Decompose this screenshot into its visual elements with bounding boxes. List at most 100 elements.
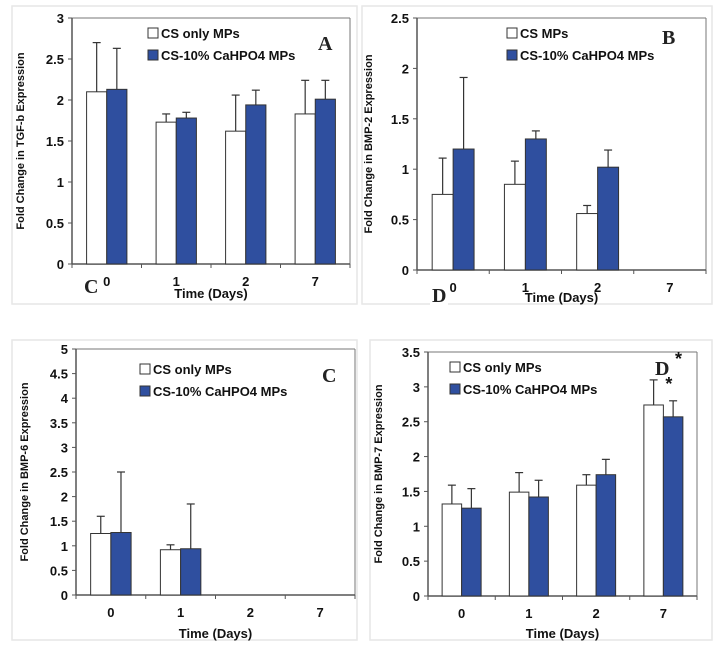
panel-label: A [318, 33, 333, 55]
legend-label: CS only MPs [463, 360, 542, 375]
annotation-backdrop [430, 285, 448, 305]
y-tick-label: 1.5 [402, 484, 420, 499]
bar-cs-cahpo4-day-1 [524, 138, 547, 271]
y-tick-label: 3 [413, 380, 420, 395]
y-tick-label: 1 [402, 162, 409, 177]
panel-frame [369, 339, 713, 641]
x-axis-label: Time (Days) [174, 286, 247, 301]
x-tick-label: 1 [525, 606, 532, 621]
y-tick-label: 0.5 [391, 213, 409, 228]
annotation-letter: C [84, 276, 98, 298]
y-tick-label: 3.5 [402, 345, 420, 360]
y-tick-label: 2.5 [402, 415, 420, 430]
bar-cs-cahpo4-day-2 [595, 474, 617, 597]
x-tick-label: 1 [522, 280, 529, 295]
x-tick-label: 1 [173, 274, 180, 289]
y-tick-label: 1.5 [391, 112, 409, 127]
y-axis-label: Fold Change in BMP-7 Expression [373, 384, 385, 563]
y-tick-label: 0 [61, 588, 68, 603]
y-tick-label: 1.5 [46, 134, 64, 149]
bar-cs-cahpo4-day-2 [597, 166, 620, 271]
panel-label: D [655, 358, 669, 380]
y-tick-label: 1 [57, 175, 64, 190]
legend-label: CS-10% CaHPO4 MPs [520, 48, 654, 63]
chart-panel-C: 0 0.5 1 1.5 2 2.5 3 3.5 4 4.5 5 0 1 2 7 Fold Change in … [11, 339, 358, 641]
legend-label: CS-10% CaHPO4 MPs [153, 384, 287, 399]
bar-cs-cahpo4-day-7 [662, 416, 684, 597]
y-tick-label: 2 [57, 93, 64, 108]
bar-cs-cahpo4-day-2 [245, 104, 267, 265]
y-tick-label: 3.5 [50, 416, 68, 431]
legend-swatch [139, 363, 151, 375]
legend-swatch [449, 383, 461, 395]
y-tick-label: 3 [61, 440, 68, 455]
x-tick-label: 7 [317, 605, 324, 620]
x-tick-label: 0 [450, 280, 457, 295]
panel-label: C [322, 365, 336, 387]
y-tick-label: 2 [413, 450, 420, 465]
significance-asterisk: * [665, 374, 672, 394]
y-tick-label: 5 [61, 342, 68, 357]
y-tick-label: 2.5 [46, 52, 64, 67]
y-tick-label: 0 [402, 263, 409, 278]
y-axis-label: Fold Change in BMP-6 Expression [19, 382, 31, 561]
y-tick-label: 2 [402, 61, 409, 76]
y-tick-label: 4 [61, 391, 69, 406]
x-axis-label: Time (Days) [526, 626, 599, 641]
panel-label: B [662, 27, 675, 49]
annotation-letter: D [432, 285, 446, 307]
legend-label: CS only MPs [161, 26, 240, 41]
legend-label: CS-10% CaHPO4 MPs [463, 382, 597, 397]
x-tick-label: 0 [458, 606, 465, 621]
legend-swatch [139, 385, 151, 397]
x-tick-label: 7 [312, 274, 319, 289]
y-tick-label: 1 [61, 539, 68, 554]
legend-swatch [506, 27, 518, 39]
y-tick-label: 2.5 [391, 11, 409, 26]
chart-panel-A: 0 0.5 1 1.5 2 2.5 3 0 1 2 7 Fold Change in TGF-b Ex… [11, 5, 358, 305]
x-tick-label: 1 [177, 605, 184, 620]
y-axis-label: Fold Change in BMP-2 Expression [363, 54, 375, 233]
x-tick-label: 2 [593, 606, 600, 621]
significance-asterisk: * [675, 349, 682, 369]
bar-cs-day-1 [155, 121, 177, 265]
x-tick-label: 2 [242, 274, 249, 289]
bar-cs-cahpo4-day-7 [314, 98, 336, 265]
y-tick-label: 2.5 [50, 465, 68, 480]
annotation-backdrop [82, 276, 100, 296]
y-tick-label: 0 [413, 589, 420, 604]
bar-cs-day-2 [576, 213, 599, 271]
bar-cs-day-2 [576, 484, 597, 597]
chart-panel-D: 0 0.5 1 1.5 2 2.5 3 3.5 0 1 2 7 Fold Change in BMP-7… [369, 339, 713, 641]
x-axis-label: Time (Days) [525, 290, 598, 305]
y-tick-label: 4.5 [50, 367, 68, 382]
bar-cs-day-1 [508, 491, 530, 597]
bar-cs-cahpo4-day-0 [106, 88, 128, 265]
y-tick-label: 2 [61, 490, 68, 505]
bar-cs-day-0 [86, 91, 108, 265]
bar-cs-cahpo4-day-0 [461, 507, 482, 597]
bar-cs-cahpo4-day-1 [180, 548, 202, 596]
x-tick-label: 7 [666, 280, 673, 295]
bar-cs-day-1 [503, 183, 526, 271]
bar-cs-cahpo4-day-1 [175, 117, 197, 265]
bar-cs-day-7 [294, 113, 316, 265]
legend-label: CS-10% CaHPO4 MPs [161, 48, 295, 63]
y-tick-label: 0.5 [50, 563, 68, 578]
bar-cs-day-7 [643, 404, 664, 597]
x-tick-label: 7 [660, 606, 667, 621]
y-tick-label: 1 [413, 519, 420, 534]
y-axis-label: Fold Change in TGF-b Expression [15, 52, 27, 230]
panel-frame [361, 5, 713, 305]
y-tick-label: 0 [57, 257, 64, 272]
panel-frame [11, 339, 358, 641]
legend-swatch [506, 49, 518, 61]
x-tick-label: 2 [247, 605, 254, 620]
bar-cs-day-1 [159, 549, 182, 596]
bar-cs-cahpo4-day-0 [110, 532, 132, 596]
bar-cs-cahpo4-day-1 [528, 496, 549, 597]
y-tick-label: 0.5 [402, 554, 420, 569]
bar-cs-cahpo4-day-0 [452, 148, 475, 271]
legend-label: CS only MPs [153, 362, 232, 377]
